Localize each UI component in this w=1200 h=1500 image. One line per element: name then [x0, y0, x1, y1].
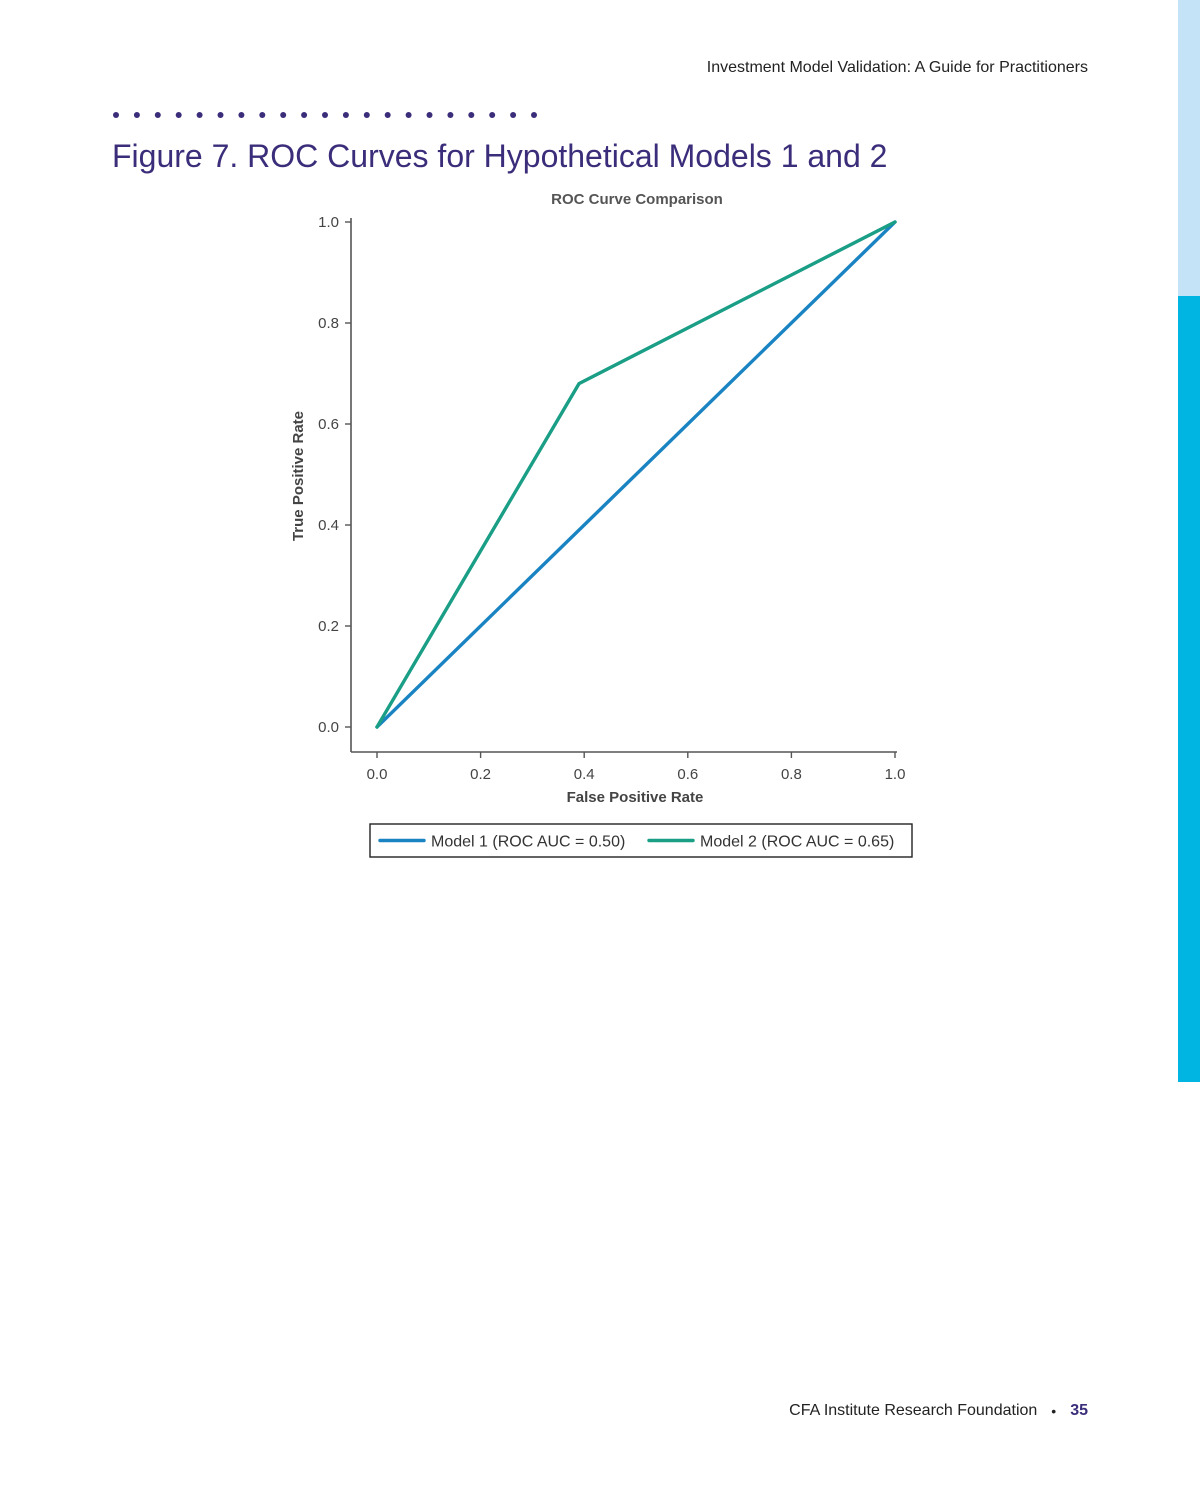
legend-label-model-2: Model 2 (ROC AUC = 0.65): [700, 834, 894, 851]
legend-box: [369, 823, 913, 858]
x-tick-label: 0.6: [677, 766, 698, 783]
y-tick-label: 0.4: [318, 517, 339, 534]
side-accent-strip: [1178, 296, 1200, 1082]
legend-label-model-1: Model 1 (ROC AUC = 0.50): [431, 834, 625, 851]
page-footer: CFA Institute Research Foundation • 35: [789, 1402, 1088, 1420]
figure-title: Figure 7. ROC Curves for Hypothetical Mo…: [112, 138, 888, 174]
x-tick-label: 0.4: [574, 766, 595, 783]
decorative-dot: [280, 112, 287, 118]
decorative-dot: [217, 112, 224, 118]
decorative-dot: [447, 112, 454, 118]
decorative-dot: [238, 112, 245, 118]
x-tick-label: 0.2: [470, 766, 491, 783]
footer-bullet: •: [1051, 1403, 1057, 1419]
decorative-dot: [196, 112, 203, 118]
series-line-model-1: [375, 220, 897, 729]
decorative-dot: [301, 112, 308, 118]
decorative-dot: [342, 112, 349, 118]
decorative-dot: [510, 112, 517, 118]
y-tick-label: 0.2: [318, 618, 339, 635]
decorative-dot: [363, 112, 370, 118]
decorative-dot: [259, 112, 266, 118]
decorative-dot: [113, 112, 119, 118]
decorative-dot: [489, 112, 496, 118]
decorative-dot: [154, 112, 161, 118]
x-tick-label: 0.8: [781, 766, 802, 783]
decorative-dot: [384, 112, 391, 118]
running-head: Investment Model Validation: A Guide for…: [706, 59, 1088, 76]
roc-chart: ROC Curve Comparison 0.0 0.2 0.4 0.6 0.8 1.0 0.…: [290, 191, 913, 858]
decorative-dot: [322, 112, 328, 118]
footer-organization: CFA Institute Research Foundation: [789, 1402, 1038, 1419]
x-axis-label: False Positive Rate: [567, 789, 704, 806]
x-tick-label: 0.0: [367, 766, 388, 783]
decorative-dot: [426, 112, 433, 118]
page-number: 35: [1070, 1402, 1088, 1419]
decorative-dot-row: [113, 112, 537, 118]
y-axis-label: True Positive Rate: [290, 411, 307, 541]
y-tick-label: 0.6: [318, 416, 339, 433]
y-tick-label: 0.0: [318, 719, 339, 736]
x-tick-label: 1.0: [885, 766, 906, 783]
decorative-dot: [175, 112, 182, 118]
decorative-dot: [133, 112, 140, 118]
decorative-dot: [531, 112, 537, 118]
chart-title: ROC Curve Comparison: [551, 191, 723, 208]
series-line-model-2: [375, 220, 897, 729]
decorative-dot: [405, 112, 412, 118]
y-tick-label: 0.8: [318, 315, 339, 332]
side-strip-light: [1178, 0, 1200, 296]
y-tick-label: 1.0: [318, 214, 339, 231]
decorative-dot: [468, 112, 475, 118]
